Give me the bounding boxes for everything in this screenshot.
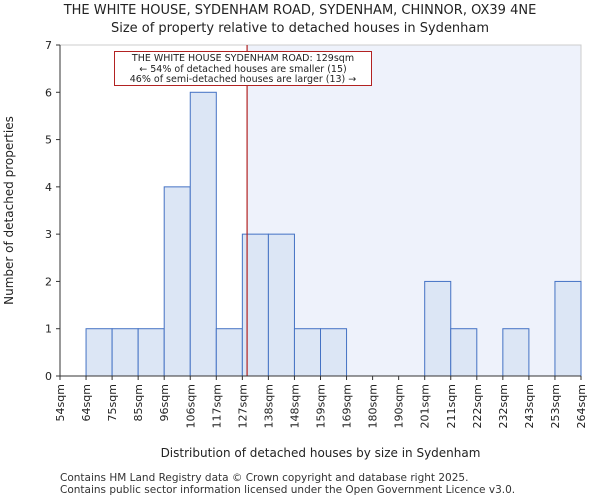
bar-85sqm: [137, 328, 165, 377]
shaded-region: [247, 45, 581, 376]
x-tick-label-64sqm: 64sqm: [80, 384, 93, 421]
x-tick-label-169sqm: 169sqm: [341, 384, 354, 428]
chart-title: THE WHITE HOUSE, SYDENHAM ROAD, SYDENHAM…: [63, 3, 537, 18]
bar-211sqm: [450, 328, 478, 377]
annotation-line-3: 46% of semi-detached houses are larger (…: [129, 74, 357, 85]
annotation-line-1: THE WHITE HOUSE SYDENHAM ROAD: 129sqm: [131, 53, 355, 64]
y-tick-label-0: 0: [45, 370, 52, 383]
bar-201sqm: [424, 280, 452, 377]
x-tick-label-148sqm: 148sqm: [288, 384, 301, 428]
bar-64sqm: [85, 328, 113, 377]
x-tick-label-54sqm: 54sqm: [54, 384, 67, 421]
x-tick-label-180sqm: 180sqm: [367, 384, 380, 428]
x-axis-label: Distribution of detached houses by size …: [161, 446, 481, 460]
y-tick-label-1: 1: [45, 323, 52, 336]
x-tick-label-127sqm: 127sqm: [236, 384, 249, 428]
x-tick-label-75sqm: 75sqm: [106, 384, 119, 421]
x-tick-label-138sqm: 138sqm: [262, 384, 275, 428]
x-tick-label-232sqm: 232sqm: [497, 384, 510, 428]
bar-232sqm: [502, 328, 530, 377]
bar-148sqm: [293, 328, 322, 377]
bar-106sqm: [189, 91, 217, 377]
annotation-box: THE WHITE HOUSE SYDENHAM ROAD: 129sqm ← …: [114, 51, 372, 86]
y-tick-label-6: 6: [45, 86, 52, 99]
x-tick-label-190sqm: 190sqm: [393, 384, 406, 428]
y-tick-label-5: 5: [45, 134, 52, 147]
annotation-line-2: ← 54% of detached houses are smaller (15…: [139, 63, 347, 75]
footer-line-2: Contains public sector information licen…: [60, 484, 516, 496]
x-tick-label-243sqm: 243sqm: [523, 384, 536, 428]
x-tick-label-96sqm: 96sqm: [158, 384, 171, 421]
bar-159sqm: [320, 328, 348, 377]
bar-127sqm: [241, 233, 269, 377]
x-tick-label-264sqm: 264sqm: [575, 384, 588, 428]
y-tick-label-3: 3: [45, 228, 52, 241]
x-tick-label-117sqm: 117sqm: [210, 384, 223, 428]
bar-253sqm: [554, 280, 582, 377]
bar-75sqm: [111, 328, 139, 377]
x-tick-label-201sqm: 201sqm: [419, 384, 432, 428]
y-tick-label-4: 4: [45, 181, 52, 194]
x-tick-label-211sqm: 211sqm: [445, 384, 458, 428]
x-tick-label-222sqm: 222sqm: [471, 384, 484, 428]
bar-117sqm: [215, 328, 243, 377]
y-tick-label-7: 7: [45, 39, 52, 52]
histogram-chart: 0 1 2 3 4 5 6 7 54sqm 64sqm 75sqm 85sqm 96sqm 106sqm 1…: [2, 39, 588, 460]
y-axis-label: Number of detached properties: [2, 116, 16, 305]
y-tick-label-2: 2: [45, 275, 52, 288]
x-tick-label-106sqm: 106sqm: [184, 384, 197, 428]
x-tick-label-85sqm: 85sqm: [132, 384, 145, 421]
bar-138sqm: [267, 233, 295, 377]
x-tick-label-253sqm: 253sqm: [549, 384, 562, 428]
chart-subtitle: Size of property relative to detached ho…: [110, 21, 490, 36]
footer-line-1: Contains HM Land Registry data © Crown c…: [60, 472, 469, 484]
x-tick-label-159sqm: 159sqm: [315, 384, 328, 428]
bar-96sqm: [163, 186, 191, 377]
